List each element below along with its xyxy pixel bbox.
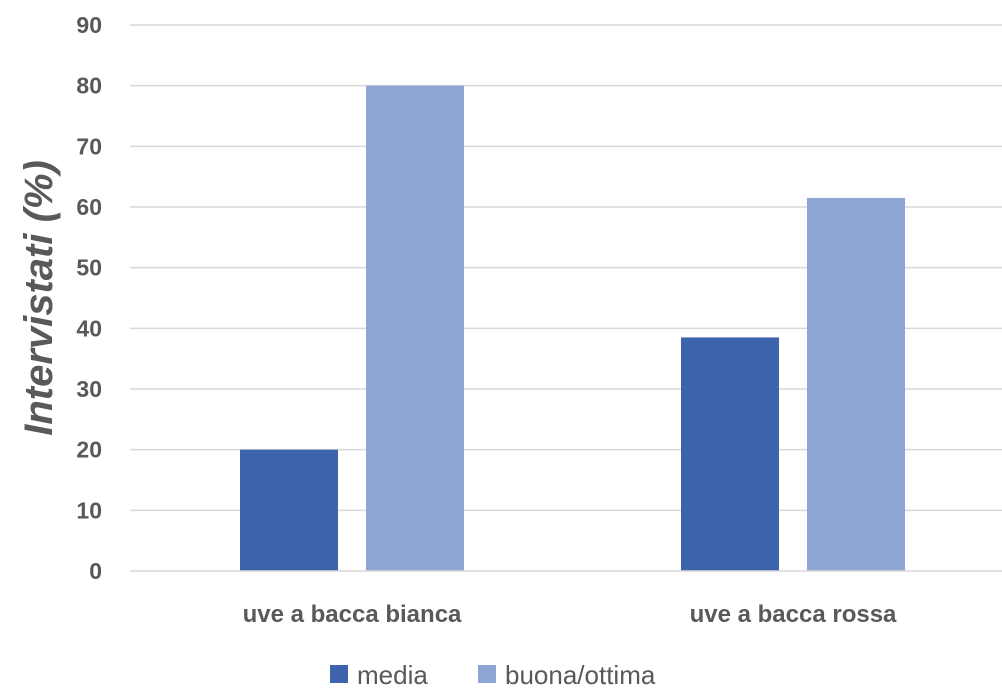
x-category-label: uve a bacca bianca: [243, 601, 462, 628]
y-tick-label: 60: [76, 194, 102, 220]
bar-buona-ottima-1: [366, 85, 464, 572]
y-tick-label: 20: [76, 437, 102, 463]
legend-label: buona/ottima: [505, 660, 656, 690]
y-tick-label: 10: [76, 497, 102, 523]
x-category-label: uve a bacca rossa: [690, 601, 897, 628]
legend-swatch: [478, 665, 496, 683]
y-tick-label: 50: [76, 255, 102, 281]
y-tick-label: 80: [76, 73, 102, 99]
y-tick-label: 40: [76, 315, 102, 341]
y-axis-title: Intervistati (%): [17, 160, 61, 436]
legend: media buona/ottima: [330, 660, 656, 690]
bar-buona-ottima-2: [807, 197, 905, 571]
y-tick-label: 90: [76, 12, 102, 38]
y-tick-label: 0: [89, 558, 102, 584]
bars: [240, 85, 905, 572]
bar-media-1: [240, 449, 338, 571]
bar-media-2: [681, 337, 779, 571]
y-tick-label: 70: [76, 133, 102, 159]
y-axis-tick-labels: 0 10 20 30 40 50 60 70 80 90: [76, 12, 102, 584]
legend-label: media: [357, 660, 428, 690]
y-tick-label: 30: [76, 376, 102, 402]
legend-swatch: [330, 665, 348, 683]
x-axis-category-labels: uve a bacca bianca uve a bacca rossa: [243, 601, 897, 628]
